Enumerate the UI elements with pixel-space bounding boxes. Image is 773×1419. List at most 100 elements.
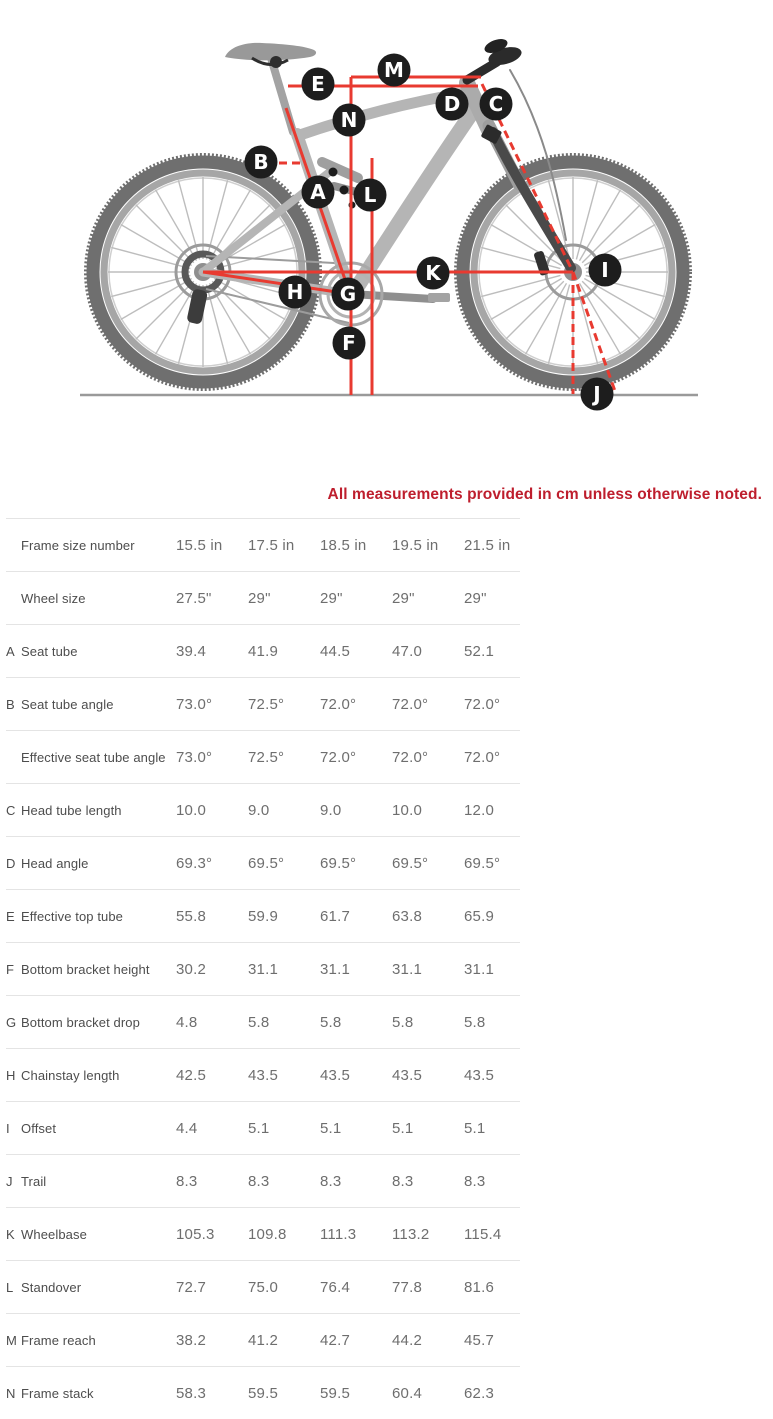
row-value: 8.3: [464, 1172, 486, 1190]
row-value: 75.0: [248, 1278, 278, 1296]
pedal: [428, 293, 450, 302]
row-value: 72.5°: [248, 748, 285, 766]
row-label: Frame size number: [21, 537, 135, 553]
row-label: Trail: [21, 1173, 47, 1189]
brake-lever: [484, 39, 508, 53]
row-value: 105.3: [176, 1225, 215, 1243]
steering-axis-line: [480, 83, 573, 269]
row-value: 31.1: [248, 960, 278, 978]
svg-text:L: L: [364, 183, 377, 207]
table-row: J Trail 8.3 8.3 8.3 8.3 8.3: [6, 1154, 520, 1207]
diagram-label-L: L: [353, 178, 387, 212]
row-letter: B: [6, 696, 15, 712]
row-letter: H: [6, 1067, 16, 1083]
crank-arm: [347, 290, 437, 303]
row-value: 111.3: [320, 1225, 357, 1243]
row-value: 76.4: [320, 1278, 350, 1296]
row-value: 109.8: [248, 1225, 287, 1243]
diagram-label-A: A: [301, 175, 335, 209]
bike-geometry-diagram: A B C D E F G H I J K L M N: [0, 0, 773, 440]
table-row: C Head tube length 10.0 9.0 9.0 10.0 12.0: [6, 783, 520, 836]
row-value: 77.8: [392, 1278, 422, 1296]
row-value: 44.2: [392, 1331, 422, 1349]
diagram-label-H: H: [278, 275, 312, 309]
row-letter: E: [6, 908, 15, 924]
row-value: 31.1: [320, 960, 350, 978]
table-row: E Effective top tube 55.8 59.9 61.7 63.8 65.9: [6, 889, 520, 942]
row-value: 72.0°: [464, 695, 501, 713]
row-value: 60.4: [392, 1384, 422, 1402]
row-label: Head tube length: [21, 802, 122, 818]
row-value: 55.8: [176, 907, 206, 925]
row-value: 9.0: [248, 801, 270, 819]
row-value: 5.1: [248, 1119, 270, 1137]
row-value: 72.0°: [320, 748, 357, 766]
svg-text:F: F: [342, 331, 356, 355]
svg-text:J: J: [591, 382, 600, 406]
row-value: 72.7: [176, 1278, 206, 1296]
row-value: 29": [464, 589, 487, 607]
row-value: 59.5: [320, 1384, 350, 1402]
row-value: 72.0°: [464, 748, 501, 766]
row-value: 58.3: [176, 1384, 206, 1402]
row-value: 113.2: [392, 1225, 430, 1243]
row-value: 19.5 in: [392, 536, 439, 554]
row-value: 69.5°: [464, 854, 501, 872]
table-row: K Wheelbase 105.3 109.8 111.3 113.2 115.4: [6, 1207, 520, 1260]
svg-text:G: G: [340, 282, 356, 306]
row-label: Frame reach: [21, 1332, 96, 1348]
row-label: Effective seat tube angle: [21, 749, 166, 765]
row-label: Bottom bracket drop: [21, 1014, 140, 1030]
diagram-label-D: D: [435, 87, 469, 121]
row-value: 115.4: [464, 1225, 502, 1243]
row-value: 5.8: [464, 1013, 486, 1031]
row-value: 43.5: [464, 1066, 494, 1084]
row-value: 5.8: [392, 1013, 414, 1031]
bike-illustration: A B C D E F G H I J K L M N: [80, 39, 698, 411]
row-value: 8.3: [320, 1172, 342, 1190]
row-label: Bottom bracket height: [21, 961, 150, 977]
row-value: 69.3°: [176, 854, 213, 872]
row-value: 5.1: [320, 1119, 342, 1137]
row-value: 9.0: [320, 801, 342, 819]
row-letter: G: [6, 1014, 17, 1030]
row-letter: C: [6, 802, 16, 818]
diagram-label-G: G: [331, 277, 365, 311]
table-row: H Chainstay length 42.5 43.5 43.5 43.5 43.5: [6, 1048, 520, 1101]
table-row: D Head angle 69.3° 69.5° 69.5° 69.5° 69.5°: [6, 836, 520, 889]
trail-line: [571, 271, 618, 395]
row-value: 43.5: [320, 1066, 350, 1084]
row-letter: N: [6, 1385, 16, 1401]
row-value: 69.5°: [392, 854, 429, 872]
row-letter: J: [6, 1173, 13, 1189]
row-value: 31.1: [464, 960, 494, 978]
svg-text:E: E: [311, 72, 325, 96]
table-row: G Bottom bracket drop 4.8 5.8 5.8 5.8 5.8: [6, 995, 520, 1048]
seat-clamp: [270, 56, 282, 68]
table-row: M Frame reach 38.2 41.2 42.7 44.2 45.7: [6, 1313, 520, 1366]
row-value: 29": [320, 589, 343, 607]
row-letter: L: [6, 1279, 14, 1295]
row-value: 29": [248, 589, 271, 607]
row-value: 69.5°: [248, 854, 285, 872]
table-row: Frame size number 15.5 in 17.5 in 18.5 in 19…: [6, 518, 520, 571]
row-value: 5.8: [320, 1013, 342, 1031]
diagram-label-I: I: [588, 253, 622, 287]
row-value: 65.9: [464, 907, 494, 925]
row-value: 63.8: [392, 907, 422, 925]
table-row: Wheel size 27.5" 29" 29" 29" 29": [6, 571, 520, 624]
row-value: 5.1: [392, 1119, 414, 1137]
row-label: Frame stack: [21, 1385, 94, 1401]
row-value: 10.0: [392, 801, 422, 819]
row-value: 42.7: [320, 1331, 350, 1349]
row-value: 12.0: [464, 801, 494, 819]
row-value: 42.5: [176, 1066, 206, 1084]
row-value: 45.7: [464, 1331, 494, 1349]
row-label: Seat tube: [21, 643, 78, 659]
table-row: L Standover 72.7 75.0 76.4 77.8 81.6: [6, 1260, 520, 1313]
table-row: F Bottom bracket height 30.2 31.1 31.1 31.1 31…: [6, 942, 520, 995]
svg-text:H: H: [287, 280, 304, 304]
diagram-label-K: K: [416, 256, 450, 290]
row-label: Head angle: [21, 855, 89, 871]
row-value: 30.2: [176, 960, 206, 978]
